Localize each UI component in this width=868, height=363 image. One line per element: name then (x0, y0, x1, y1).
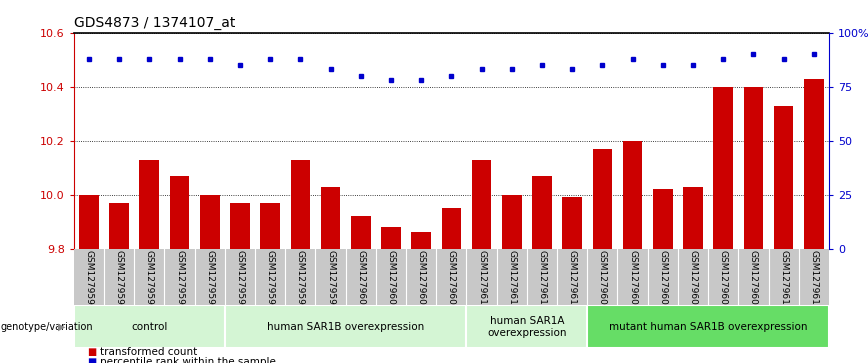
Text: GSM1279610: GSM1279610 (779, 250, 788, 311)
Bar (225, 305, 466, 348)
Text: human SAR1A
overexpression: human SAR1A overexpression (487, 316, 567, 338)
Text: GSM1279603: GSM1279603 (447, 250, 456, 311)
Bar (442, 208, 461, 249)
Text: GSM1279601: GSM1279601 (386, 250, 396, 311)
Text: GSM1279597: GSM1279597 (266, 250, 274, 311)
Bar (79, 195, 99, 249)
Bar (588, 305, 829, 348)
Text: GSM1279599: GSM1279599 (326, 250, 335, 311)
Text: GDS4873 / 1374107_at: GDS4873 / 1374107_at (74, 16, 235, 30)
Text: mutant human SAR1B overexpression: mutant human SAR1B overexpression (608, 322, 807, 332)
Bar (230, 203, 250, 249)
Text: ■: ■ (87, 357, 96, 363)
Text: GSM1279606: GSM1279606 (658, 250, 667, 311)
Bar (320, 187, 340, 249)
Text: GSM1279604: GSM1279604 (598, 250, 607, 311)
Bar (713, 87, 733, 249)
Text: GSM1279609: GSM1279609 (749, 250, 758, 311)
Text: GSM1279608: GSM1279608 (719, 250, 727, 311)
Text: GSM1279594: GSM1279594 (175, 250, 184, 311)
Text: genotype/variation: genotype/variation (1, 322, 94, 332)
Text: GSM1279607: GSM1279607 (688, 250, 698, 311)
Bar (532, 176, 552, 249)
Text: control: control (131, 322, 168, 332)
Bar (74, 305, 225, 348)
Bar (291, 160, 310, 249)
Text: GSM1279598: GSM1279598 (296, 250, 305, 311)
Bar (683, 187, 703, 249)
Bar (593, 149, 612, 249)
Text: GSM1279595: GSM1279595 (205, 250, 214, 311)
Bar (471, 160, 491, 249)
Bar (109, 203, 129, 249)
Bar (653, 189, 673, 249)
Text: GSM1279596: GSM1279596 (235, 250, 245, 311)
Text: GSM1279611: GSM1279611 (809, 250, 819, 311)
Bar (351, 216, 371, 249)
Bar (260, 203, 280, 249)
Text: GSM1279592: GSM1279592 (115, 250, 123, 311)
Text: GSM1279602: GSM1279602 (417, 250, 425, 311)
Bar (502, 195, 522, 249)
Text: GSM1279614: GSM1279614 (537, 250, 547, 311)
Text: GSM1279593: GSM1279593 (145, 250, 154, 311)
Bar (466, 305, 588, 348)
Bar (411, 232, 431, 249)
Bar (169, 176, 189, 249)
Text: ■: ■ (87, 347, 96, 357)
Bar (562, 197, 582, 249)
Text: percentile rank within the sample: percentile rank within the sample (100, 357, 276, 363)
Bar (381, 227, 401, 249)
Text: GSM1279600: GSM1279600 (356, 250, 365, 311)
Bar (744, 87, 763, 249)
Text: human SAR1B overexpression: human SAR1B overexpression (267, 322, 424, 332)
Text: GSM1279612: GSM1279612 (477, 250, 486, 311)
Bar (140, 160, 159, 249)
Bar (773, 106, 793, 249)
Bar (200, 195, 220, 249)
Text: transformed count: transformed count (100, 347, 197, 357)
Text: GSM1279591: GSM1279591 (84, 250, 94, 311)
Text: GSM1279605: GSM1279605 (628, 250, 637, 311)
Text: GSM1279615: GSM1279615 (568, 250, 576, 311)
Text: GSM1279613: GSM1279613 (507, 250, 516, 311)
Text: ▶: ▶ (57, 322, 65, 332)
Bar (622, 140, 642, 249)
Bar (804, 78, 824, 249)
